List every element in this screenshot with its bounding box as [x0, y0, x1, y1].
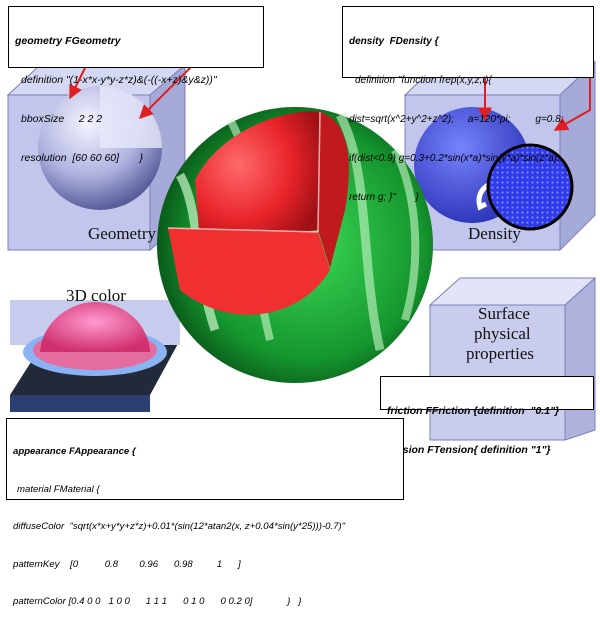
density-line4: return g; }" }: [349, 192, 419, 203]
watermelon-cut-top: [195, 111, 320, 245]
appearance-code-box: appearance FAppearance { material FMater…: [6, 418, 404, 607]
density-heading: density FDensity {: [349, 36, 439, 47]
watermelon-cut-bottom: [168, 228, 330, 315]
tension-line: tension FTension{ definition "1"}: [387, 444, 551, 456]
caption-geometry: Geometry: [88, 224, 156, 243]
friction-line: friction FFriction {definition "0.1"}: [387, 405, 560, 417]
diagram-canvas: [6, 47, 597, 441]
appearance-line4: patternColor [0.4 0 0 1 0 0 1 1 1 0 1 0 …: [13, 596, 302, 607]
geometry-definition: definition "(1-x*x-y*y-z*z)&(-((-x+z)&y&…: [21, 74, 217, 86]
density-code-box: density FDensity { definition "function …: [342, 6, 594, 203]
caption-surface: Surface: [478, 304, 530, 323]
density-line2: dist=sqrt(x^2+y^2+z^2); a=120*pi; g=0.8;: [349, 114, 564, 125]
appearance-line3: patternKey [0 0.8 0.96 0.98 1 ]: [13, 558, 241, 570]
watermelon: [157, 107, 433, 383]
density-zoom-circle: [486, 143, 574, 231]
density-line1: definition "function frep(x,y,z,t){: [355, 75, 492, 86]
density-line3: if(dist<0.9) g=0.3+0.2*sin(x*a)*sin(y*a)…: [349, 153, 560, 164]
geometry-heading: geometry FGeometry: [15, 35, 121, 47]
geometry-cube: [6, 63, 187, 252]
color3d-block: [10, 300, 180, 412]
geometry-code-box: geometry FGeometry definition "(1-x*x-y*…: [8, 6, 264, 164]
caption-density: Density: [468, 224, 521, 243]
caption-3d-color: 3D color: [66, 286, 126, 305]
appearance-heading: appearance FAppearance {: [13, 446, 136, 457]
geometry-resolution: resolution [60 60 60] }: [21, 152, 143, 164]
geometry-bboxsize: bboxSize 2 2 2: [21, 113, 103, 125]
appearance-line2: diffuseColor "sqrt(x*x+y*y+z*z)+0.01*(si…: [13, 521, 346, 532]
appearance-line1: material FMaterial {: [17, 483, 100, 495]
caption-properties: properties: [466, 344, 534, 363]
surface-cube: [428, 276, 597, 441]
watermelon-cut-side: [318, 112, 349, 268]
friction-code-box: friction FFriction {definition "0.1"} te…: [380, 376, 594, 456]
caption-physical: physical: [474, 324, 531, 343]
